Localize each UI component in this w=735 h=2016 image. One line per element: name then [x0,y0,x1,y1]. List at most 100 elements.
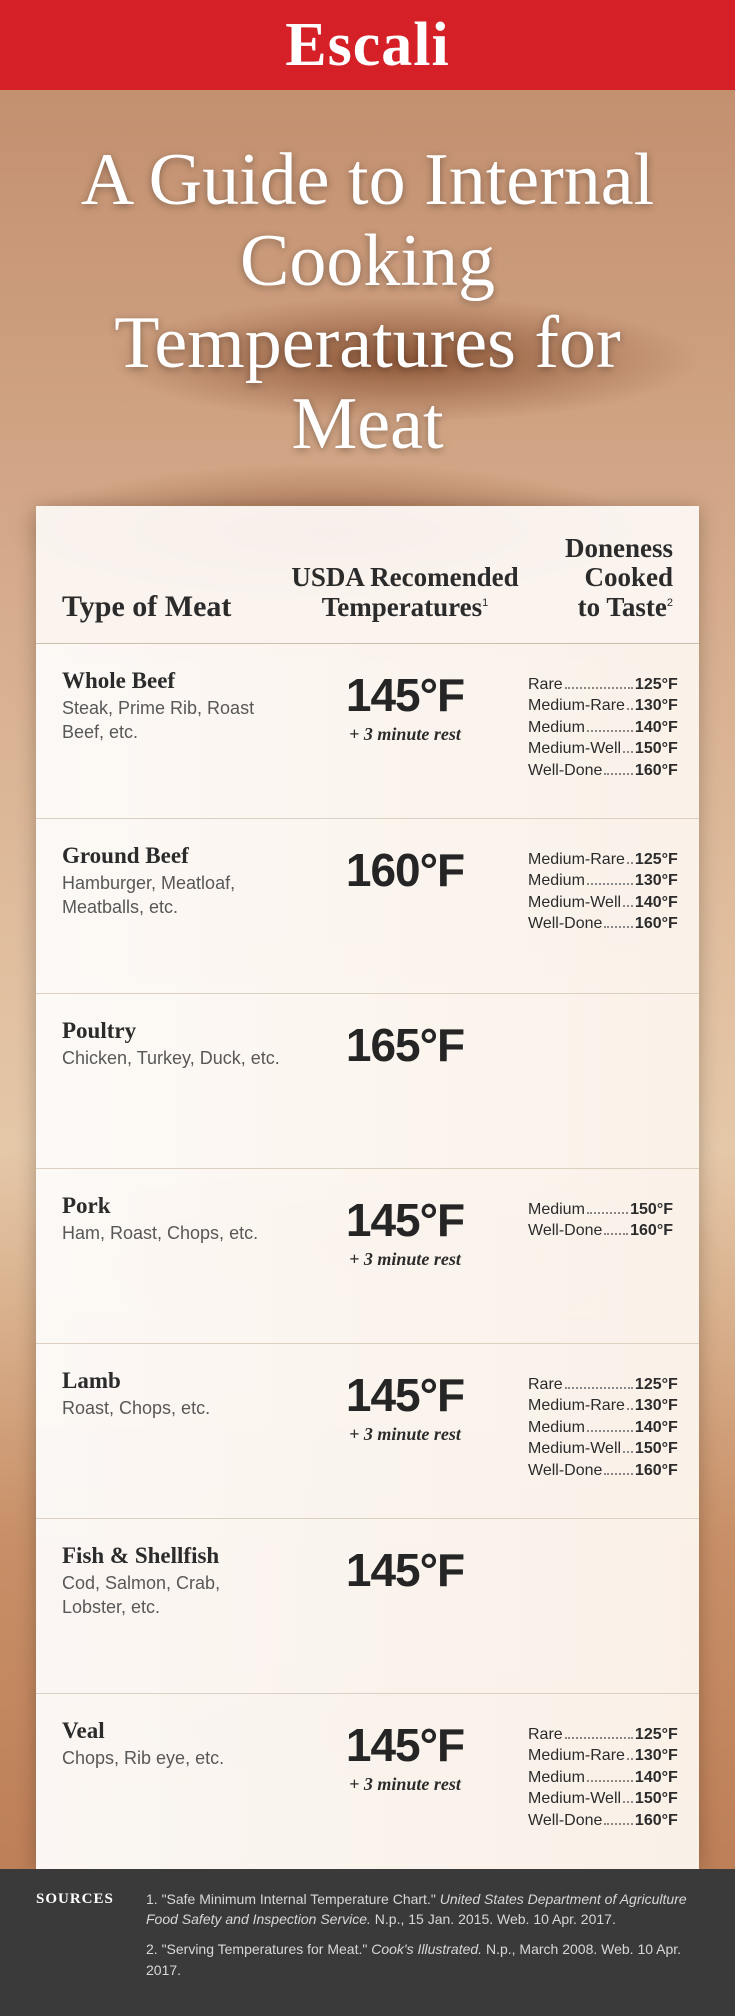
leader-dots [604,926,633,928]
meat-name: Ground Beef [62,843,282,869]
doneness-row: Medium-Well 150°F [528,1788,678,1810]
meat-subtitle: Cod, Salmon, Crab, Lobster, etc. [62,1571,282,1620]
leader-dots [587,883,633,885]
footnote-sup-2: 2 [667,597,673,609]
leader-dots [565,1737,633,1739]
doneness-temp: 125°F [635,674,678,696]
doneness-row: Medium150°F [528,1199,673,1221]
col-header-usda-text: USDA Recomended Temperatures [291,562,518,622]
col-header-usda: USDA Recomended Temperatures1 [290,563,520,622]
doneness-row: Medium-Rare130°F [528,1745,678,1767]
doneness-cell: Rare125°FMedium-Rare130°FMedium140°FMedi… [528,1368,678,1482]
doneness-cell: Rare125°FMedium-Rare130°FMedium140°FMedi… [528,1718,678,1832]
rest-note: + 3 minute rest [290,1249,520,1270]
doneness-label: Medium-Rare [528,1395,625,1417]
meat-name: Lamb [62,1368,282,1394]
doneness-label: Medium [528,1199,585,1221]
col-header-doneness: Doneness Cooked to Taste2 [528,534,673,623]
doneness-row: Well-Done160°F [528,913,678,935]
doneness-label: Medium [528,870,585,892]
doneness-row: Medium-Rare 130°F [528,1395,678,1417]
meat-subtitle: Roast, Chops, etc. [62,1396,282,1420]
leader-dots [587,1780,633,1782]
doneness-row: Medium-Well140°F [528,892,678,914]
leader-dots [623,751,633,753]
usda-temp-cell: 145°F+ 3 minute rest [290,1193,520,1270]
doneness-label: Rare [528,674,563,696]
meat-cell: VealChops, Rib eye, etc. [62,1718,282,1770]
doneness-label: Well-Done [528,1220,602,1242]
doneness-row: Well-Done 160°F [528,1810,678,1832]
sources-footer: SOURCES 1. "Safe Minimum Internal Temper… [0,1869,735,2016]
doneness-cell [528,1543,673,1549]
usda-temp-cell: 145°F [290,1543,520,1597]
meat-cell: Ground BeefHamburger, Meatloaf, Meatball… [62,843,282,920]
doneness-temp: 150°F [635,1788,678,1810]
meat-name: Whole Beef [62,668,282,694]
leader-dots [587,1430,633,1432]
leader-dots [627,862,633,864]
source-item: 1. "Safe Minimum Internal Temperature Ch… [146,1889,699,1930]
doneness-label: Medium-Rare [528,695,625,717]
doneness-cell: Rare 125°FMedium-Rare130°FMedium140°FMedi… [528,668,678,782]
rest-note: + 3 minute rest [290,1774,520,1795]
meat-subtitle: Steak, Prime Rib, Roast Beef, etc. [62,696,282,745]
sources-label: SOURCES [36,1889,146,1990]
leader-dots [604,773,633,775]
table-row: VealChops, Rib eye, etc.145°F+ 3 minute … [36,1694,699,1869]
doneness-cell: Medium-Rare125°FMedium 130°FMedium-Well14… [528,843,678,935]
doneness-cell: Medium150°FWell-Done160°F [528,1193,673,1242]
doneness-temp: 130°F [635,870,678,892]
usda-temp-cell: 145°F+ 3 minute rest [290,1718,520,1795]
usda-temp: 160°F [290,843,520,897]
doneness-temp: 140°F [635,1767,678,1789]
leader-dots [565,1387,633,1389]
usda-temp: 145°F [290,1718,520,1772]
title-block: A Guide to Internal Cooking Temperatures… [0,90,735,506]
doneness-row: Medium140°F [528,717,678,739]
doneness-label: Rare [528,1724,563,1746]
meat-subtitle: Ham, Roast, Chops, etc. [62,1221,282,1245]
doneness-row: Medium-Well150°F [528,1438,678,1460]
usda-temp: 165°F [290,1018,520,1072]
table-row: Fish & ShellfishCod, Salmon, Crab, Lobst… [36,1519,699,1694]
leader-dots [627,708,633,710]
meat-cell: PoultryChicken, Turkey, Duck, etc. [62,1018,282,1070]
doneness-temp: 140°F [635,1417,678,1439]
doneness-temp: 140°F [635,717,678,739]
doneness-row: Rare125°F [528,1374,678,1396]
rest-note: + 3 minute rest [290,1424,520,1445]
doneness-label: Medium-Well [528,892,621,914]
doneness-row: Well-Done 160°F [528,760,678,782]
doneness-temp: 160°F [635,760,678,782]
usda-temp-cell: 165°F [290,1018,520,1072]
page-title: A Guide to Internal Cooking Temperatures… [40,140,695,466]
leader-dots [587,1212,628,1214]
doneness-label: Medium-Well [528,1438,621,1460]
usda-temp-cell: 145°F+ 3 minute rest [290,668,520,745]
doneness-label: Well-Done [528,1810,602,1832]
leader-dots [587,730,633,732]
doneness-label: Medium-Well [528,1788,621,1810]
meat-name: Pork [62,1193,282,1219]
doneness-temp: 125°F [635,1724,678,1746]
doneness-row: Medium-Rare130°F [528,695,678,717]
content-background: A Guide to Internal Cooking Temperatures… [0,90,735,2016]
leader-dots [604,1823,633,1825]
doneness-row: Rare 125°F [528,1724,678,1746]
col3-l3: to Taste [578,592,667,622]
meat-subtitle: Chops, Rib eye, etc. [62,1746,282,1770]
doneness-row: Medium-Rare125°F [528,849,678,871]
meat-subtitle: Hamburger, Meatloaf, Meatballs, etc. [62,871,282,920]
meat-cell: Fish & ShellfishCod, Salmon, Crab, Lobst… [62,1543,282,1620]
doneness-label: Well-Done [528,760,602,782]
meat-name: Fish & Shellfish [62,1543,282,1569]
doneness-temp: 150°F [635,738,678,760]
doneness-label: Medium [528,1417,585,1439]
doneness-temp: 125°F [635,1374,678,1396]
doneness-row: Well-Done160°F [528,1220,673,1242]
usda-temp: 145°F [290,1543,520,1597]
rest-note: + 3 minute rest [290,724,520,745]
doneness-temp: 130°F [635,1395,678,1417]
doneness-temp: 160°F [635,1810,678,1832]
